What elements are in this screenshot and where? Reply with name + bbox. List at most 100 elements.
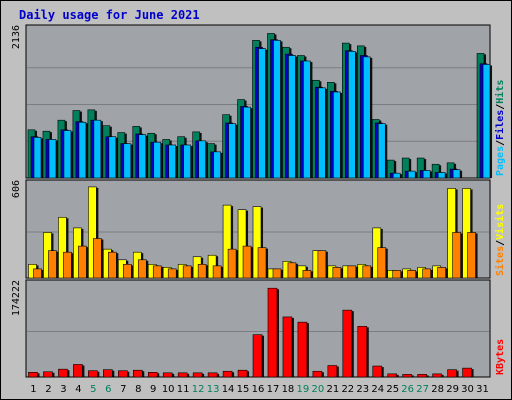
axis-label-part: Sites <box>494 246 506 276</box>
bar-pages-day-23 <box>362 56 371 179</box>
bar-sites-day-14 <box>227 248 237 279</box>
x-tick-label-day-31: 31 <box>476 384 489 395</box>
bar-pages-day-6 <box>108 136 117 179</box>
x-tick-label-day-6: 6 <box>105 384 111 395</box>
bar-sites-day-5 <box>93 238 102 279</box>
axis-label-part: Hits <box>494 80 506 104</box>
bar-kbytes-day-28 <box>432 373 442 378</box>
x-tick-label-day-1: 1 <box>30 384 36 395</box>
x-tick-label-day-21: 21 <box>326 384 339 395</box>
bar-kbytes-day-19 <box>297 321 308 378</box>
bar-pages-day-19 <box>303 60 311 179</box>
x-tick-label-day-14: 14 <box>222 384 235 395</box>
x-tick-label-day-23: 23 <box>356 384 369 395</box>
panel-axis-label: Sites/Visits <box>494 204 506 276</box>
bar-kbytes-day-23 <box>357 326 368 378</box>
bar-pages-day-8 <box>138 134 147 179</box>
bar-sites-day-2 <box>48 250 57 279</box>
bar-kbytes-day-24 <box>372 365 383 378</box>
bar-sites-day-25 <box>392 270 402 279</box>
bar-pages-day-29 <box>452 169 461 179</box>
x-tick-label-day-25: 25 <box>386 384 399 395</box>
bar-kbytes-day-20 <box>312 370 323 378</box>
bar-sites-day-15 <box>242 245 252 279</box>
bar-sites-day-18 <box>287 262 297 279</box>
x-tick-label-day-12: 12 <box>192 384 205 395</box>
bar-kbytes-day-4 <box>73 364 83 378</box>
bar-kbytes-day-16 <box>252 334 263 378</box>
bar-sites-day-29 <box>452 232 461 279</box>
bar-sites-day-20 <box>317 250 327 279</box>
bar-sites-day-6 <box>108 251 117 279</box>
bar-kbytes-day-5 <box>88 370 98 378</box>
bar-pages-day-14 <box>228 123 236 179</box>
bar-pages-day-28 <box>437 172 446 179</box>
x-axis-tick-labels: 1 2 3 4 5 6 7 8 9 10 11 12 13 14 15 16 17 18 19 20 21 22 23 24 2… <box>30 384 489 395</box>
bar-sites-day-4 <box>78 245 87 279</box>
x-tick-label-day-19: 19 <box>297 384 310 395</box>
bar-sites-day-1 <box>33 268 42 279</box>
x-tick-label-day-27: 27 <box>416 384 429 395</box>
bar-pages-day-2 <box>48 139 57 179</box>
series-pages <box>33 40 493 179</box>
bar-sites-day-19 <box>302 270 312 279</box>
panel-axis-label: Pages/Files/Hits <box>494 80 506 176</box>
bar-kbytes-day-7 <box>118 370 128 378</box>
bar-kbytes-day-27 <box>417 374 427 378</box>
bar-kbytes-day-29 <box>447 369 457 378</box>
x-tick-label-day-17: 17 <box>267 384 280 395</box>
x-tick-label-day-11: 11 <box>177 384 190 395</box>
x-tick-label-day-10: 10 <box>162 384 175 395</box>
bar-sites-day-30 <box>467 232 476 279</box>
bar-pages-day-15 <box>243 106 251 179</box>
bar-pages-day-22 <box>348 51 356 179</box>
bar-sites-day-3 <box>63 251 72 279</box>
x-tick-label-day-26: 26 <box>401 384 414 395</box>
bar-visits-day-5 <box>88 186 97 279</box>
bar-pages-day-26 <box>407 170 416 179</box>
bar-sites-day-13 <box>212 265 222 279</box>
series-kbytes <box>28 287 474 378</box>
bar-sites-day-26 <box>407 270 416 279</box>
axis-label-part: Visits <box>494 204 506 240</box>
panel-visits-sites: 606 Sites/Visits <box>11 179 506 279</box>
chart-panels: 2136Pages/Files/Hits606Sites/Visits17422… <box>11 24 506 378</box>
x-tick-label-day-16: 16 <box>252 384 265 395</box>
x-tick-label-day-13: 13 <box>207 384 220 395</box>
x-tick-label-day-9: 9 <box>150 384 156 395</box>
axis-label-part: Pages <box>495 146 506 176</box>
bar-pages-day-20 <box>318 87 326 179</box>
x-tick-label-day-2: 2 <box>45 384 51 395</box>
bar-sites-day-7 <box>123 264 132 279</box>
bar-pages-day-25 <box>392 172 401 179</box>
bar-pages-day-13 <box>213 151 221 179</box>
bar-pages-day-11 <box>183 144 191 179</box>
bar-kbytes-day-11 <box>177 372 188 378</box>
axis-label-part: KBytes <box>495 339 506 375</box>
bar-pages-day-21 <box>333 91 341 179</box>
bar-kbytes-day-15 <box>237 369 248 378</box>
bar-sites-day-23 <box>362 265 372 279</box>
x-tick-label-day-22: 22 <box>341 384 354 395</box>
bar-kbytes-day-14 <box>222 370 233 378</box>
panel-kbytes: 174222 KBytes <box>11 279 506 378</box>
x-tick-label-day-8: 8 <box>135 384 141 395</box>
bar-kbytes-day-21 <box>327 365 338 378</box>
y-max-label: 174222 <box>11 280 22 316</box>
axis-label-part: Files <box>494 110 506 140</box>
bar-kbytes-day-3 <box>58 368 68 378</box>
bar-pages-day-27 <box>422 170 431 179</box>
x-tick-label-day-4: 4 <box>75 384 81 395</box>
bar-kbytes-day-13 <box>207 372 218 378</box>
bar-visits-day-15 <box>237 209 247 279</box>
bar-kbytes-day-17 <box>267 287 278 378</box>
x-tick-label-day-5: 5 <box>90 384 96 395</box>
axis-label-part: / <box>495 104 506 110</box>
bar-pages-day-17 <box>273 40 281 179</box>
panel-axis-label: KBytes <box>495 339 506 375</box>
y-max-label: 2136 <box>11 25 22 49</box>
bar-kbytes-day-30 <box>462 367 472 378</box>
bar-sites-day-9 <box>152 265 162 279</box>
bar-kbytes-day-26 <box>402 374 412 378</box>
bar-kbytes-day-6 <box>103 369 113 378</box>
